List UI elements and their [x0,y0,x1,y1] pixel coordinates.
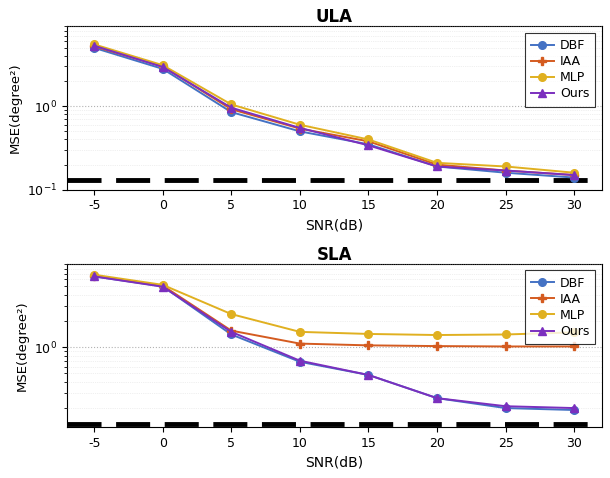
Line: MLP: MLP [90,271,578,339]
MLP [228,102,235,108]
X-axis label: SNR(dB): SNR(dB) [305,218,363,232]
Legend: DBF, IAA, MLP, Ours: DBF, IAA, MLP, Ours [525,33,595,107]
Ours [365,142,372,148]
MLP [570,170,578,175]
IAA [90,273,98,279]
DBF [159,283,167,289]
IAA [296,126,304,131]
Title: SLA: SLA [317,246,352,264]
IAA [502,344,509,349]
Title: ULA: ULA [316,8,353,26]
MLP [296,122,304,128]
MLP [433,332,440,338]
DBF [228,332,235,337]
Line: Ours: Ours [90,42,578,179]
DBF [90,273,98,279]
MLP [228,311,235,317]
DBF [433,395,440,401]
Ours [502,403,509,409]
Line: IAA: IAA [90,272,578,350]
IAA [433,343,440,349]
MLP [502,332,509,337]
DBF [502,405,509,411]
MLP [296,329,304,335]
DBF [159,66,167,72]
Ours [502,168,509,174]
Line: DBF: DBF [90,44,578,181]
MLP [502,163,509,169]
DBF [90,45,98,51]
Ours [570,405,578,411]
DBF [365,141,372,147]
Ours [296,125,304,131]
Ours [159,284,167,290]
Line: IAA: IAA [90,43,578,179]
Ours [90,43,98,49]
MLP [90,42,98,47]
DBF [365,372,372,378]
Ours [433,395,440,401]
X-axis label: SNR(dB): SNR(dB) [305,456,363,470]
Ours [570,172,578,178]
IAA [502,168,509,174]
Y-axis label: MSE(degree²): MSE(degree²) [15,301,29,391]
MLP [90,272,98,278]
IAA [228,107,235,112]
DBF [570,174,578,180]
MLP [570,329,578,335]
DBF [228,109,235,115]
IAA [570,172,578,178]
MLP [159,62,167,68]
IAA [570,344,578,349]
IAA [159,282,167,288]
DBF [502,170,509,175]
MLP [365,331,372,337]
Line: MLP: MLP [90,41,578,176]
IAA [159,64,167,69]
IAA [365,139,372,144]
Ours [296,358,304,364]
Ours [90,273,98,279]
Ours [228,329,235,335]
Line: DBF: DBF [90,272,578,414]
IAA [433,162,440,167]
IAA [365,343,372,348]
MLP [159,282,167,288]
MLP [433,160,440,166]
IAA [296,341,304,347]
IAA [90,43,98,49]
Y-axis label: MSE(degree²): MSE(degree²) [9,63,21,153]
MLP [365,137,372,142]
DBF [570,407,578,413]
IAA [228,328,235,334]
DBF [433,163,440,169]
Legend: DBF, IAA, MLP, Ours: DBF, IAA, MLP, Ours [525,271,595,344]
DBF [296,359,304,365]
Line: Ours: Ours [90,272,578,412]
Ours [228,105,235,110]
Ours [159,64,167,70]
DBF [296,129,304,134]
Ours [365,372,372,378]
Ours [433,163,440,169]
